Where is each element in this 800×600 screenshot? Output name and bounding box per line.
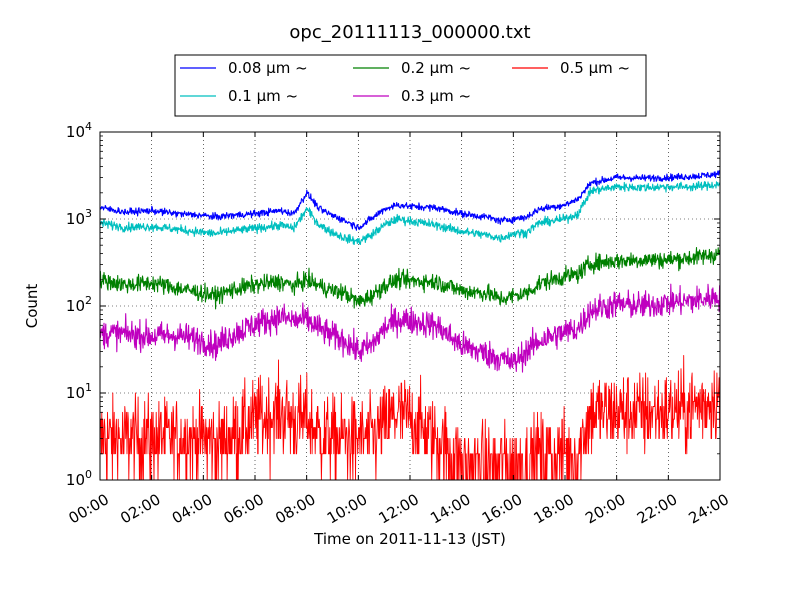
legend: 0.08 μm ~ 0.1 μm ~ 0.2 μm ~ 0.3 μm ~ 0.5 μm … <box>174 54 647 117</box>
legend-label: 0.2 μm ~ <box>401 59 471 77</box>
series-line-3 <box>100 283 720 373</box>
y-tick-label: 102 <box>66 294 92 315</box>
y-tick-label: 101 <box>66 381 92 402</box>
y-tick-labels: 100 101 102 103 104 <box>66 120 92 489</box>
legend-box <box>174 54 647 117</box>
legend-label: 0.3 μm ~ <box>401 87 471 105</box>
chart-title: opc_20111113_000000.txt <box>289 22 530 43</box>
series-line-2 <box>100 247 720 310</box>
series-line-0 <box>100 170 720 231</box>
legend-label: 0.08 μm ~ <box>228 59 308 77</box>
y-axis-title: Count <box>23 284 41 329</box>
series-line-1 <box>100 181 720 246</box>
x-axis-title: Time on 2011-11-13 (JST) <box>313 530 506 548</box>
tick-layer <box>99 131 721 481</box>
y-tick-label: 104 <box>66 120 92 141</box>
plot-area <box>100 170 720 480</box>
legend-label: 0.1 μm ~ <box>228 87 298 105</box>
series-line-4 <box>100 355 720 480</box>
legend-label: 0.5 μm ~ <box>560 59 630 77</box>
y-tick-label: 100 <box>66 468 92 489</box>
y-tick-label: 103 <box>66 207 92 228</box>
